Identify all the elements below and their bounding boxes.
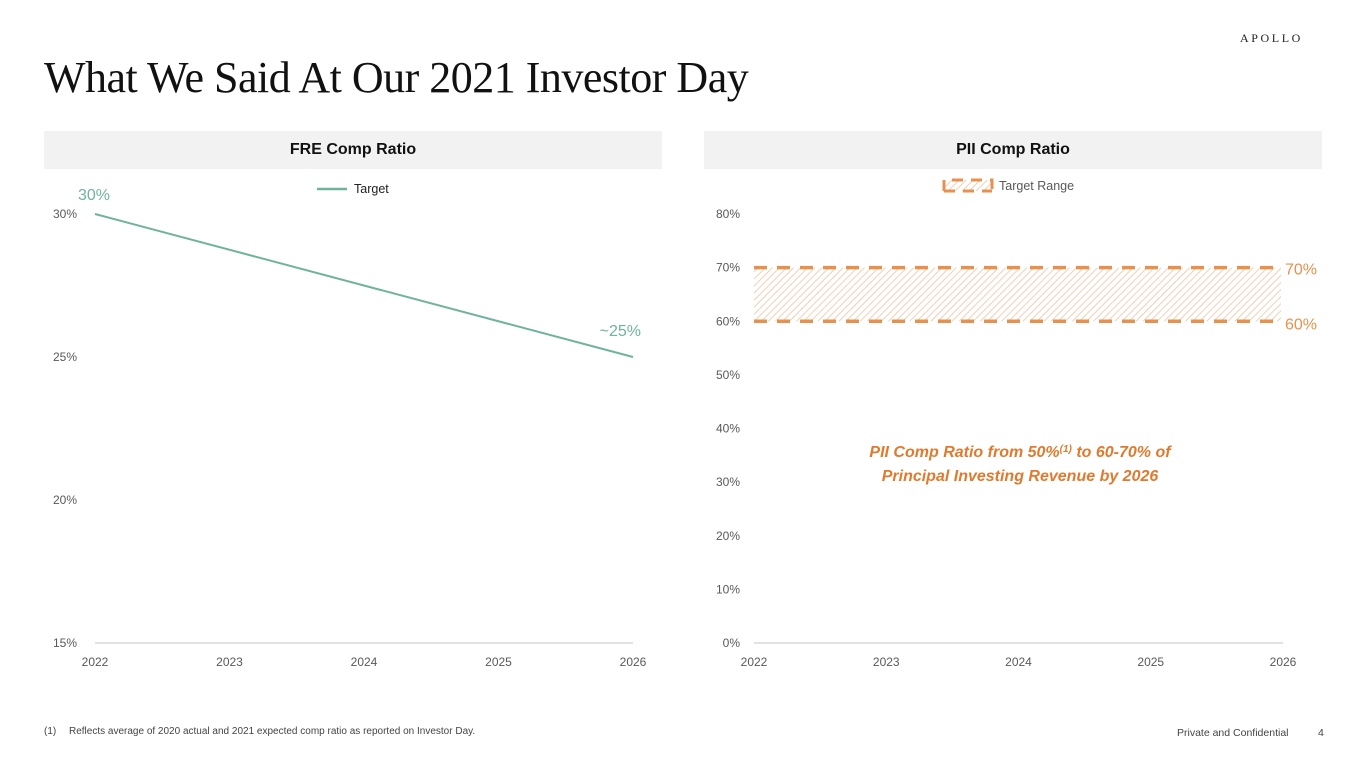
target-line xyxy=(94,213,634,358)
y-tick-label: 20% xyxy=(716,529,740,543)
page-number: 4 xyxy=(1318,727,1324,739)
y-tick-label: 40% xyxy=(716,422,740,436)
y-tick-label: 70% xyxy=(716,261,740,275)
fre-comp-ratio-chart: 15% 20% 25% 30% 2022 2023 2024 2025 2026 30% ~25% T… xyxy=(53,182,647,669)
y-tick-label: 30% xyxy=(716,475,740,489)
x-tick-label: 2022 xyxy=(741,655,768,669)
legend-target-label: Target xyxy=(354,182,389,196)
x-tick-label: 2024 xyxy=(1005,655,1032,669)
x-tick-label: 2023 xyxy=(873,655,900,669)
pii-annotation: PII Comp Ratio from 50%(1) to 60-70% of … xyxy=(820,438,1220,489)
data-label-upper: 70% xyxy=(1285,262,1317,279)
x-tick-label: 2024 xyxy=(351,655,378,669)
y-tick-label: 50% xyxy=(716,368,740,382)
apollo-logo: APOLLO xyxy=(1240,31,1303,45)
footnote-text: Reflects average of 2020 actual and 2021… xyxy=(69,726,476,737)
data-label-end: ~25% xyxy=(600,323,641,340)
y-tick-label: 10% xyxy=(716,582,740,596)
legend-range-swatch-fill xyxy=(944,180,992,191)
y-tick-label: 30% xyxy=(53,207,77,221)
y-tick-label: 25% xyxy=(53,350,77,364)
y-tick-label: 60% xyxy=(716,314,740,328)
x-tick-label: 2025 xyxy=(485,655,512,669)
x-tick-label: 2023 xyxy=(216,655,243,669)
data-label-lower: 60% xyxy=(1285,316,1317,333)
footnote: (1) Reflects average of 2020 actual and 2… xyxy=(44,726,475,737)
annotation-footnote-ref: (1) xyxy=(1059,444,1072,455)
data-label-start: 30% xyxy=(78,187,110,204)
y-tick-label: 0% xyxy=(723,636,741,650)
x-tick-label: 2022 xyxy=(82,655,109,669)
y-tick-label: 15% xyxy=(53,636,77,650)
pii-comp-ratio-chart: 0% 10% 20% 30% 40% 50% 60% 70% 80% 2022 2023 2024 20… xyxy=(716,178,1317,669)
target-range-band xyxy=(754,267,1281,322)
annotation-line1-post: to 60-70% of xyxy=(1071,444,1171,461)
legend-range-swatch-border xyxy=(942,178,994,191)
y-tick-label: 20% xyxy=(53,493,77,507)
page-title: What We Said At Our 2021 Investor Day xyxy=(44,53,749,102)
confidential-label: Private and Confidential xyxy=(1177,727,1289,739)
fre-chart-header: FRE Comp Ratio xyxy=(44,131,662,169)
pii-chart-header: PII Comp Ratio xyxy=(704,131,1322,169)
legend-range-label: Target Range xyxy=(999,179,1074,193)
annotation-line1-pre: PII Comp Ratio from 50% xyxy=(869,444,1060,461)
y-tick-label: 80% xyxy=(716,207,740,221)
footnote-marker: (1) xyxy=(44,726,57,737)
x-tick-label: 2025 xyxy=(1137,655,1164,669)
x-tick-label: 2026 xyxy=(620,655,647,669)
annotation-line2: Principal Investing Revenue by 2026 xyxy=(881,468,1159,485)
x-tick-label: 2026 xyxy=(1270,655,1297,669)
